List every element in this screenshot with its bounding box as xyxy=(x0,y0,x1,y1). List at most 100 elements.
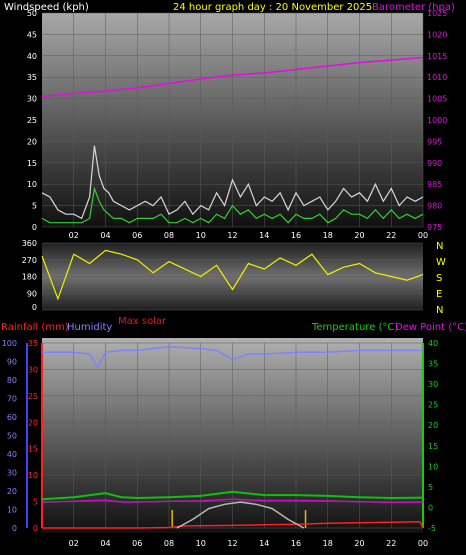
wind-xtick: 08 xyxy=(164,231,174,240)
barometer-ytick: 1020 xyxy=(427,30,447,39)
humidity-ytick: 70 xyxy=(7,395,17,404)
temp-xtick: 04 xyxy=(100,539,110,548)
barometer-ytick: 975 xyxy=(427,223,442,232)
rainfall-label: Rainfall (mm) xyxy=(1,322,69,333)
direction-ytick: 270 xyxy=(22,256,37,265)
series-dewpoint xyxy=(41,498,424,504)
temp-xtick: 14 xyxy=(259,539,269,548)
barometer-ytick: 1010 xyxy=(427,73,447,82)
wind-xtick: 04 xyxy=(100,231,110,240)
rain-ytick: 30 xyxy=(28,365,38,374)
direction-ytick: 180 xyxy=(22,273,37,282)
direction-ytick: 0 xyxy=(32,303,37,312)
temperature-ytick: 35 xyxy=(428,360,438,369)
rain-ytick: 35 xyxy=(28,339,38,348)
series-wind_gust xyxy=(41,145,424,220)
compass-e: E xyxy=(436,289,442,300)
humidity-ytick: 80 xyxy=(7,376,17,385)
wind-ytick: 40 xyxy=(27,52,37,61)
temp-xtick: 22 xyxy=(386,539,396,548)
barometer-ytick: 1015 xyxy=(427,52,447,61)
humidity-ytick: 10 xyxy=(7,506,17,515)
compass-s: S xyxy=(436,273,442,284)
barometer-ytick: 995 xyxy=(427,137,442,146)
wind-xtick: 12 xyxy=(227,231,237,240)
wind-xtick: 14 xyxy=(259,231,269,240)
temperature-ytick: 5 xyxy=(428,483,433,492)
temperature-label: Temperature (°C) xyxy=(311,322,398,333)
wind-ytick: 50 xyxy=(27,9,37,18)
wind-ytick: 15 xyxy=(27,159,37,168)
windspeed-label: Windspeed (kph) xyxy=(4,2,89,13)
temp-xtick: 06 xyxy=(132,539,142,548)
wind-xtick: 18 xyxy=(323,231,333,240)
wind-xtick: 00 xyxy=(418,231,428,240)
barometer-ytick: 980 xyxy=(427,202,442,211)
series-wind_avg xyxy=(41,186,424,224)
rain-ytick: 25 xyxy=(28,392,38,401)
wind-xtick: 22 xyxy=(386,231,396,240)
temp-xtick: 08 xyxy=(164,539,174,548)
temp-xtick: 18 xyxy=(323,539,333,548)
series-temperature xyxy=(41,490,424,501)
wind-ytick: 5 xyxy=(32,202,37,211)
temperature-ytick: 30 xyxy=(428,380,438,389)
series-humidity xyxy=(42,345,423,369)
temperature-ytick: 10 xyxy=(428,462,438,471)
humidity-label: Humidity xyxy=(67,322,112,333)
wind-ytick: 45 xyxy=(27,30,37,39)
temperature-ytick: 15 xyxy=(428,442,438,451)
wind-xtick: 16 xyxy=(291,231,301,240)
temp-xtick: 20 xyxy=(354,539,364,548)
barometer-ytick: 1005 xyxy=(427,95,447,104)
compass-w: W xyxy=(436,257,446,268)
barometer-ytick: 985 xyxy=(427,180,442,189)
barometer-ytick: 990 xyxy=(427,159,442,168)
barometer-ytick: 1025 xyxy=(427,9,447,18)
series-solar xyxy=(176,501,305,529)
wind-ytick: 20 xyxy=(27,137,37,146)
humidity-ytick: 40 xyxy=(7,450,17,459)
temperature-ytick: 40 xyxy=(428,339,438,348)
wind-ytick: 0 xyxy=(32,223,37,232)
compass-n-top: N xyxy=(436,241,443,252)
humidity-ytick: 90 xyxy=(7,358,17,367)
wind-xtick: 02 xyxy=(69,231,79,240)
temp-xtick: 10 xyxy=(196,539,206,548)
series-direction xyxy=(41,249,424,301)
compass-n-bottom: N xyxy=(436,305,443,316)
wind-ytick: 30 xyxy=(27,95,37,104)
humidity-ytick: 50 xyxy=(7,432,17,441)
humidity-ytick: 100 xyxy=(2,339,17,348)
direction-ytick: 360 xyxy=(22,239,37,248)
direction-ytick: 90 xyxy=(27,289,37,298)
wind-xtick: 06 xyxy=(132,231,142,240)
rain-ytick: 5 xyxy=(33,498,38,507)
temp-xtick: 02 xyxy=(69,539,79,548)
temperature-ytick: 25 xyxy=(428,401,438,410)
wind-xtick: 20 xyxy=(354,231,364,240)
rain-ytick: 15 xyxy=(28,445,38,454)
wind-ytick: 35 xyxy=(27,73,37,82)
barometer-label: Barometer (hpa) xyxy=(372,2,455,13)
temp-xtick: 16 xyxy=(291,539,301,548)
temperature-ytick: 20 xyxy=(428,421,438,430)
humidity-ytick: 20 xyxy=(7,487,17,496)
temperature-ytick: -5 xyxy=(428,524,436,533)
temp-xtick: 12 xyxy=(227,539,237,548)
wind-ytick: 10 xyxy=(27,180,37,189)
barometer-ytick: 1000 xyxy=(427,116,447,125)
rain-ytick: 0 xyxy=(33,524,38,533)
humidity-ytick: 0 xyxy=(12,524,17,533)
wind-ytick: 25 xyxy=(27,116,37,125)
temperature-ytick: 0 xyxy=(428,503,433,512)
temp-xtick: 00 xyxy=(418,539,428,548)
max-solar-label: Max solar xyxy=(118,316,167,327)
graph-title: 24 hour graph day : 20 November 2025 xyxy=(173,2,372,13)
rain-ytick: 20 xyxy=(28,418,38,427)
humidity-ytick: 30 xyxy=(7,469,17,478)
rain-ytick: 10 xyxy=(28,471,38,480)
series-rain xyxy=(42,520,424,529)
